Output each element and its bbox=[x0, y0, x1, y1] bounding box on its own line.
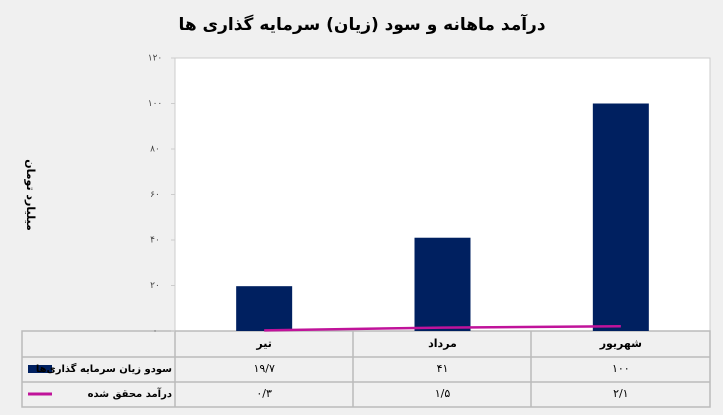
data-label: ۱/۵ bbox=[435, 387, 451, 400]
y-tick-label: ۱۰۰ bbox=[148, 99, 163, 109]
x-tick-label: مرداد bbox=[428, 337, 457, 350]
x-tick-label: شهریور bbox=[599, 337, 642, 350]
bar bbox=[236, 286, 293, 331]
line bbox=[264, 324, 621, 332]
y-tick-label: ۰ bbox=[153, 327, 158, 337]
data-label: ۱۰۰ bbox=[612, 362, 630, 375]
bar bbox=[592, 103, 649, 331]
data-label: ۱۹/۷ bbox=[253, 362, 275, 375]
y-tick-label: ۶۰ bbox=[150, 190, 160, 200]
data-label: ۰/۳ bbox=[256, 387, 272, 400]
legend-swatch bbox=[28, 365, 52, 373]
data-table bbox=[21, 330, 711, 408]
y-tick-label: ۸۰ bbox=[150, 145, 160, 155]
y-tick-label: ۴۰ bbox=[150, 236, 160, 246]
bar bbox=[414, 237, 471, 331]
table-border bbox=[21, 330, 711, 408]
y-axis-title: میلیارد تومان bbox=[24, 159, 37, 231]
y-tick-label: ۲۰ bbox=[150, 281, 160, 291]
y-tick-label: ۱۲۰ bbox=[148, 54, 163, 64]
legend-label: سودو زیان سرمایه گذاری‌ها bbox=[36, 362, 172, 375]
data-label: ۲/۱ bbox=[613, 387, 629, 400]
x-tick-label: تیر bbox=[255, 337, 271, 350]
chart-title: درآمد ماهانه و سود (زیان) سرمایه گذاری ه… bbox=[178, 13, 545, 35]
legend-label: درآمد محقق شده bbox=[88, 387, 172, 400]
data-label: ۴۱ bbox=[437, 362, 449, 375]
